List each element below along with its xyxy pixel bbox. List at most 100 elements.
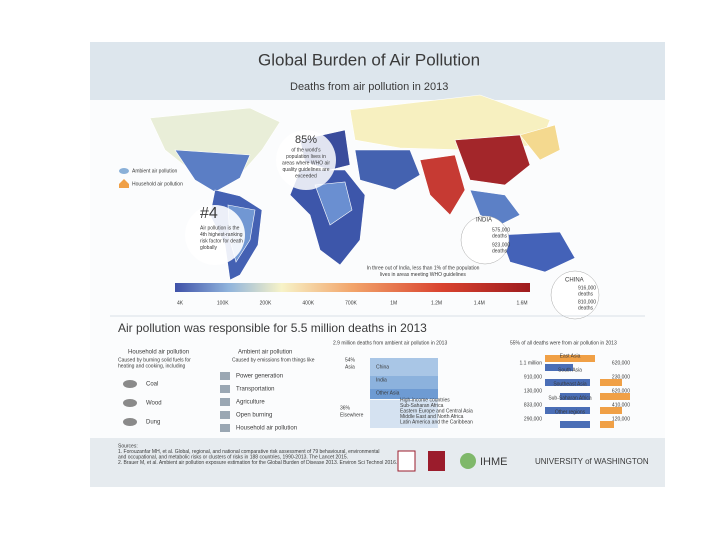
- china-household: 810,000: [578, 299, 596, 305]
- india-note: lives in areas meeting WHO guidelines: [380, 272, 466, 278]
- china-household: deaths: [578, 305, 594, 311]
- panel-note: Caused by emissions from things like: [232, 357, 315, 363]
- scale-label: 400K: [302, 300, 314, 306]
- logo-mark: [460, 453, 476, 469]
- callout-figure: 85%: [295, 134, 317, 146]
- india-ambient: deaths: [492, 233, 508, 239]
- china-callout: CHINA: [550, 270, 600, 320]
- source-icon: [220, 398, 230, 406]
- callout-text: areas where WHO air: [282, 160, 330, 166]
- value-right: 620,000: [612, 360, 630, 366]
- share-label: 54%: [345, 357, 356, 363]
- logo-text: UNIVERSITY of WASHINGTON: [535, 457, 649, 466]
- india-note: In three out of India, less than 1% of t…: [367, 265, 480, 271]
- panel-title: 2.9 million deaths from ambient air poll…: [333, 340, 447, 346]
- share-label: Elsewhere: [340, 412, 364, 418]
- value-right: 410,000: [612, 402, 630, 408]
- section-title: Air pollution was responsible for 5.5 mi…: [118, 321, 427, 335]
- footer-band: [90, 438, 665, 487]
- scale-label: 700K: [345, 300, 357, 306]
- scale-label: 100K: [217, 300, 229, 306]
- panel-title: 55% of all deaths were from air pollutio…: [510, 340, 617, 346]
- middle-bar: [370, 358, 438, 428]
- value-right: 120,000: [612, 416, 630, 422]
- scale-label: 1.6M: [516, 300, 527, 306]
- china-ambient: 916,000: [578, 285, 596, 291]
- region-label: South Asia: [558, 367, 582, 373]
- region-label: East Asia: [560, 353, 581, 359]
- panel-note: heating and cooking, including: [118, 363, 185, 369]
- fuel-icon: [123, 399, 137, 407]
- share-label: Asia: [345, 364, 355, 370]
- india-callout: INDIA: [460, 215, 510, 265]
- india-ambient: 575,000: [492, 227, 510, 233]
- color-scale: [175, 283, 530, 292]
- china-ambient: deaths: [578, 291, 594, 297]
- callout-rank: #4: [185, 205, 245, 265]
- region-label: High-income countries: [400, 397, 450, 403]
- region-label: Other regions: [555, 409, 586, 415]
- value-left: 833,000: [524, 402, 542, 408]
- source-icon: [220, 372, 230, 380]
- fuel-icon: [123, 418, 137, 426]
- callout-figure: #4: [200, 205, 218, 222]
- legend-entry: Household air pollution: [132, 181, 183, 187]
- fuel-icon: [123, 380, 137, 388]
- callout-text: of the world's: [291, 147, 321, 153]
- value-left: 290,000: [524, 416, 542, 422]
- country-name: INDIA: [476, 218, 492, 224]
- source-icon: [220, 424, 230, 432]
- logo-mark: [397, 450, 416, 472]
- callout-text: risk factor for death: [200, 238, 243, 244]
- panel-title: Household air pollution: [128, 350, 189, 356]
- scale-label: 1.4M: [474, 300, 485, 306]
- callout-text: 4th highest-ranking: [200, 232, 243, 238]
- fuel-label: Coal: [146, 382, 158, 388]
- fuel-label: Wood: [146, 401, 162, 407]
- scale-label: 1.2M: [431, 300, 442, 306]
- callout-85: 85%: [276, 130, 336, 190]
- region-label: Sub-Saharan Africa: [400, 403, 444, 409]
- logo-mark: [428, 451, 445, 471]
- panel-title: Ambient air pollution: [238, 350, 292, 356]
- segment-label: India: [376, 377, 387, 383]
- country-name: CHINA: [565, 278, 584, 284]
- source-icon: [220, 385, 230, 393]
- region-label: Southeast Asia: [553, 381, 587, 387]
- region-label: Sub-Saharan Africa: [548, 395, 592, 401]
- source-icon: [220, 411, 230, 419]
- segment-label: Other Asia: [376, 390, 400, 396]
- source-label: Household air pollution: [236, 426, 297, 432]
- source-line: and occupational, and metabolic risks or…: [118, 454, 348, 460]
- region-label: Eastern Europe and Central Asia: [400, 409, 473, 415]
- legend-entry: Ambient air pollution: [132, 168, 178, 174]
- title: Global Burden of Air Pollution: [258, 50, 480, 69]
- callout-text: exceeded: [295, 173, 317, 179]
- map-legend: Ambient air pollution Household air poll…: [119, 168, 183, 188]
- source-line: Sources:: [118, 443, 138, 449]
- region-label: Latin America and the Caribbean: [400, 420, 473, 426]
- panel-note: Caused by burning solid fuels for: [118, 357, 191, 363]
- header-band: [90, 42, 665, 100]
- value-right: 230,000: [612, 374, 630, 380]
- callout-text: population lives in: [286, 154, 326, 160]
- source-line: 1. Forouzanfar MH, et al. Global, region…: [118, 449, 380, 455]
- callout-text: Air pollution is the: [200, 225, 240, 231]
- india-household: 923,000: [492, 242, 510, 248]
- value-left: 130,000: [524, 388, 542, 394]
- value-right: 620,000: [612, 388, 630, 394]
- value-left: 1.1 million: [519, 360, 542, 366]
- source-line: 2. Brauer M, et al. Ambient air pollutio…: [118, 460, 397, 466]
- right-bars: [545, 355, 630, 428]
- source-label: Open burning: [236, 413, 272, 419]
- callout-text: globally: [200, 245, 217, 251]
- source-label: Power generation: [236, 374, 283, 380]
- segment-label: China: [376, 364, 389, 370]
- source-label: Agriculture: [236, 400, 265, 406]
- callout-text: quality guidelines are: [283, 167, 330, 173]
- share-label: 36%: [340, 405, 351, 411]
- region-label: Middle East and North Africa: [400, 414, 464, 420]
- logo-text: IHME: [480, 456, 508, 468]
- scale-label: 200K: [260, 300, 272, 306]
